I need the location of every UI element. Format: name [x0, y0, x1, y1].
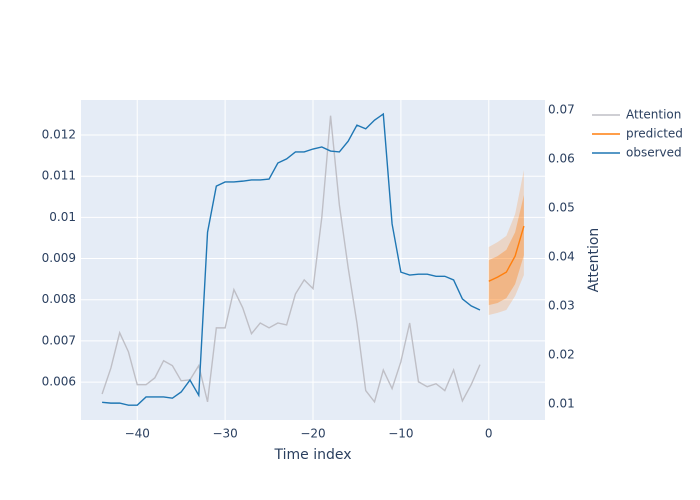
- y2-tick-label: 0.07: [548, 102, 575, 116]
- x-axis-title: Time index: [273, 447, 351, 463]
- series-line: [101, 115, 481, 404]
- y2-tick-label: 0.02: [548, 347, 575, 361]
- x-tick-label: −40: [125, 427, 150, 441]
- legend-label: Attention: [626, 108, 681, 122]
- x-tick-label: −20: [300, 427, 325, 441]
- legend-label: observed: [626, 146, 682, 160]
- y-tick-label: 0.01: [49, 210, 76, 224]
- x-tick-label: 0: [485, 427, 493, 441]
- y-tick-label: 0.012: [42, 128, 76, 142]
- y-tick-label: 0.007: [42, 333, 76, 347]
- y2-tick-label: 0.05: [548, 200, 575, 214]
- x-tick-label: −10: [388, 427, 413, 441]
- y2-axis-title: Attention: [586, 228, 602, 293]
- x-tick-label: −30: [212, 427, 237, 441]
- legend-label: predicted: [626, 127, 683, 141]
- y2-tick-label: 0.01: [548, 396, 575, 410]
- y2-tick-label: 0.04: [548, 249, 575, 263]
- y-tick-label: 0.006: [42, 375, 76, 389]
- series-line: [488, 225, 525, 282]
- y-tick-label: 0.009: [42, 251, 76, 265]
- y-tick-label: 0.011: [42, 169, 76, 183]
- series-line: [102, 112, 481, 406]
- y2-tick-label: 0.06: [548, 151, 575, 165]
- confidence-band: [488, 170, 524, 315]
- y2-tick-label: 0.03: [548, 298, 575, 312]
- y-tick-label: 0.008: [42, 292, 76, 306]
